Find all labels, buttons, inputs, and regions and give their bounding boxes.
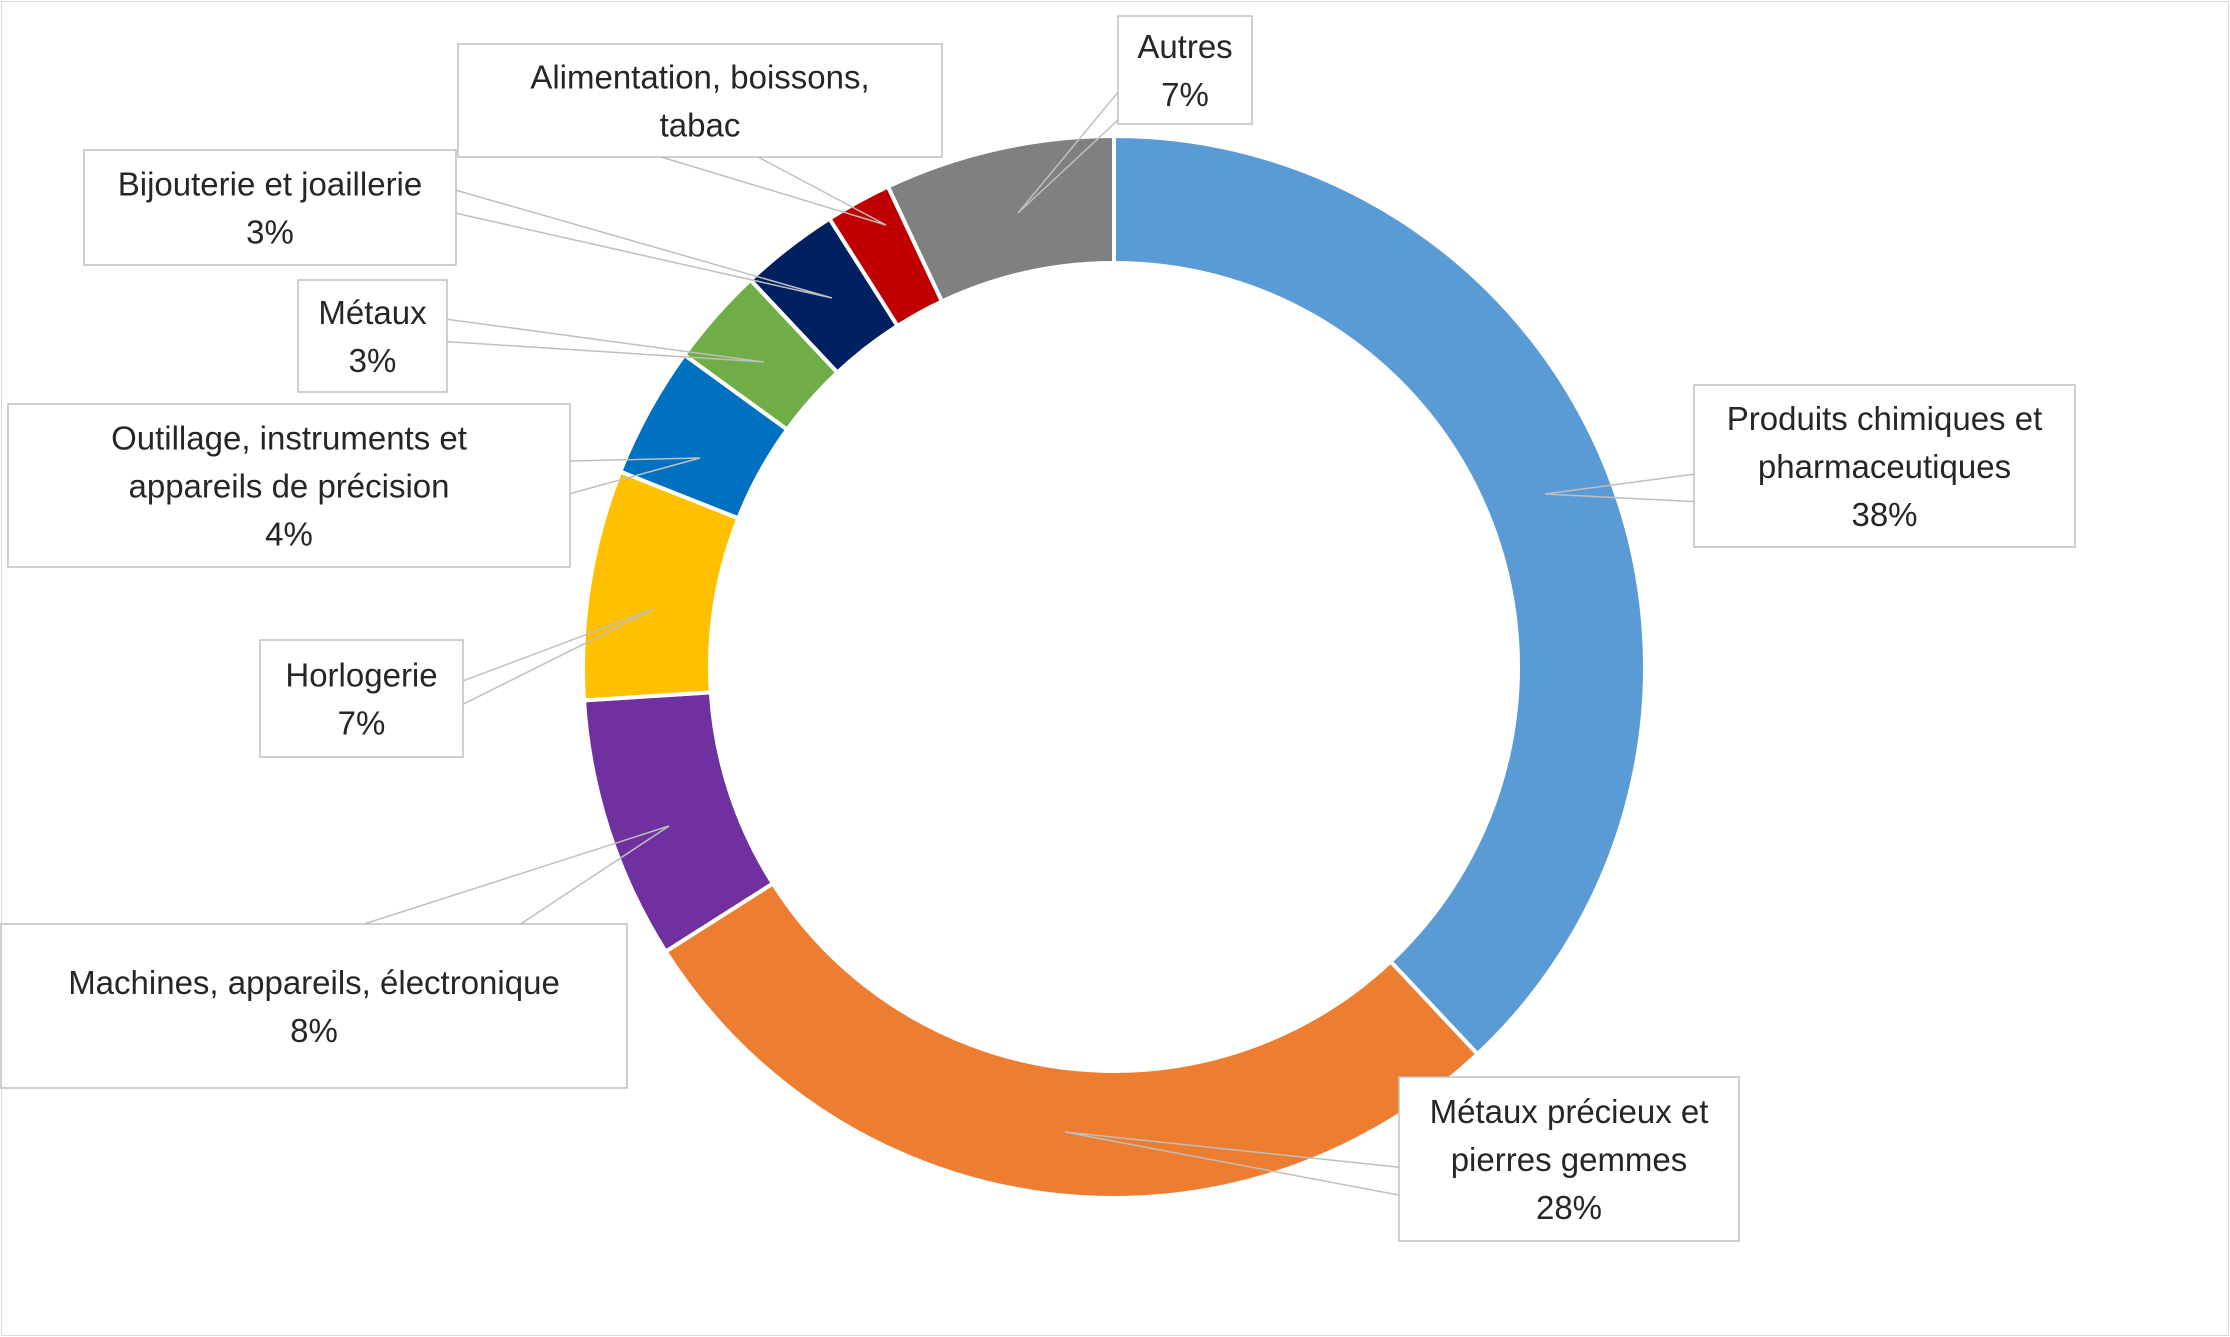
slice-autres [885,133,1116,305]
leader-horlogerie [462,608,655,706]
leader-machines-appareils-electronique [363,825,670,925]
callout-metaux-precieux-et-pierres-gemmes: Métaux précieux et pierres gemmes 28% [1398,1076,1740,1242]
slice-category-label: Alimentation, boissons, [530,59,869,96]
slice-category-label: Horlogerie [285,657,437,694]
callout-box [83,149,457,266]
leader-outillage-instruments-et-appareils-de-precision [569,457,701,495]
callout-box [457,43,943,158]
leader-bijouterie-et-joaillerie [455,189,833,299]
callout-box [1693,384,2076,548]
callout-box [0,923,628,1089]
callout-box [297,279,448,393]
slice-category-label: tabac [660,107,741,144]
leader-autres [1017,85,1124,214]
callout-autres: Autres 7% [1117,15,1253,125]
slice-category-label: pierres gemmes [1451,1141,1688,1178]
callout-outillage-instruments-et-appareils-de-precision: Outillage, instruments et appareils de pr… [7,403,571,568]
slice-category-label: Machines, appareils, électronique [68,964,560,1001]
callout-alimentation-boissons-tabac: Alimentation, boissons, tabac [457,43,943,158]
leader-produits-chimiques-et-pharmaceutiques [1544,473,1695,503]
callout-horlogerie: Horlogerie 7% [259,639,464,758]
callout-produits-chimiques-et-pharmaceutiques: Produits chimiques et pharmaceutiques 38% [1693,384,2076,548]
leader-metaux [446,318,765,363]
donut-slices [581,133,1647,1200]
slice-value-label: 3% [349,342,397,379]
slice-metaux-precieux-et-pierres-gemmes [662,880,1481,1200]
slice-value-label: 8% [290,1012,338,1049]
callout-box [1398,1076,1740,1242]
slice-value-label: 3% [246,214,294,251]
slice-category-label: pharmaceutiques [1758,448,2011,485]
slice-value-label: 28% [1536,1189,1602,1226]
callout-machines-appareils-electronique: Machines, appareils, électronique 8% [0,923,628,1089]
callout-box [1117,15,1253,125]
leader-alimentation-boissons-tabac [661,156,887,226]
slice-value-label: 38% [1851,496,1917,533]
slice-produits-chimiques-et-pharmaceutiques [1112,133,1647,1057]
callout-bijouterie-et-joaillerie: Bijouterie et joaillerie 3% [83,149,457,266]
slice-category-label: Produits chimiques et [1727,400,2042,437]
slice-value-label: 7% [1161,76,1209,113]
slice-category-label: appareils de précision [128,468,449,505]
callout-labels: Produits chimiques et pharmaceutiques 38% M… [0,15,2076,1242]
callout-metaux: Métaux 3% [297,279,448,393]
slice-category-label: Outillage, instruments et [111,420,467,457]
leader-metaux-precieux-et-pierres-gemmes [1064,1131,1400,1196]
slice-category-label: Bijouterie et joaillerie [118,166,423,203]
slice-category-label: Autres [1137,28,1232,65]
callout-box [259,639,464,758]
callout-leaders [363,85,1695,1196]
slice-category-label: Métaux précieux et [1430,1093,1709,1130]
callout-box [7,403,571,568]
slice-value-label: 7% [338,705,386,742]
slice-category-label: Métaux [318,294,427,331]
slice-value-label: 4% [265,516,313,553]
